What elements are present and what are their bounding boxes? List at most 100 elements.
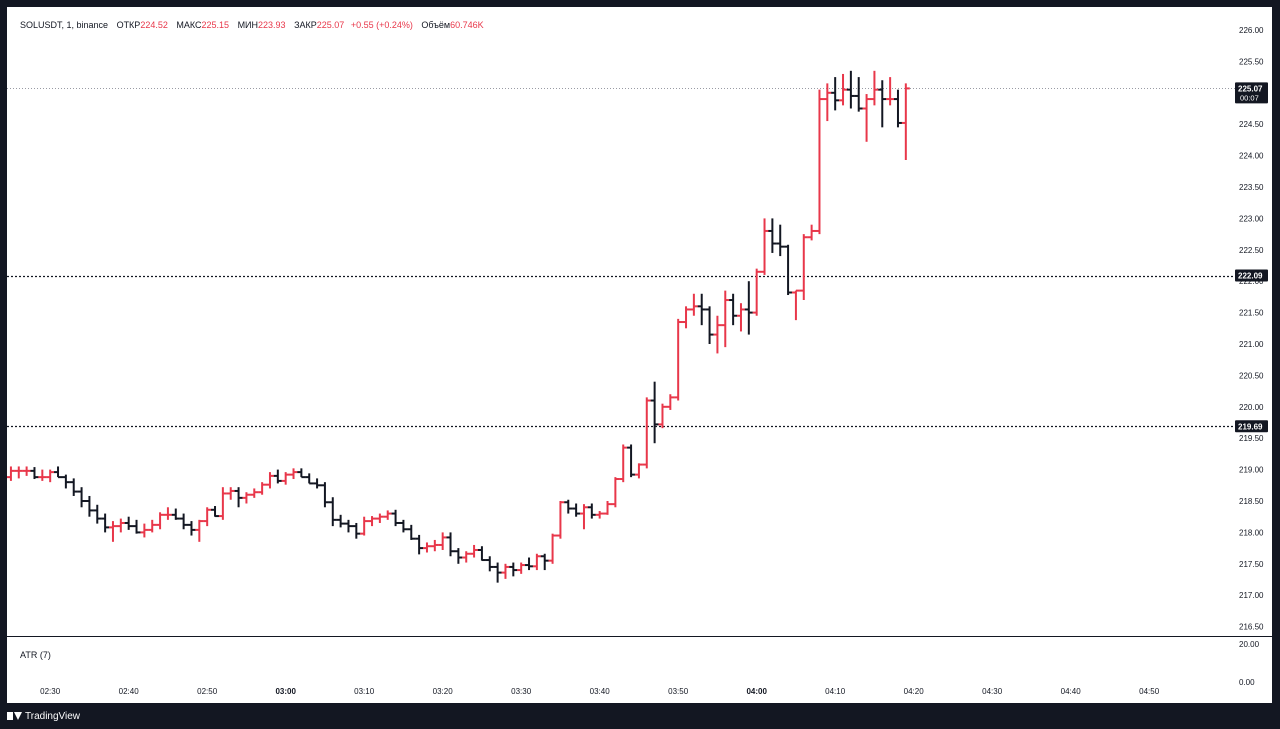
ohlc-bar <box>211 506 220 518</box>
ohlc-bar <box>470 544 479 558</box>
ohlc-bar <box>61 474 70 489</box>
ohlc-bar <box>101 513 110 533</box>
high-label: МАКС <box>176 20 202 30</box>
time-tick-label: 03:10 <box>354 687 375 696</box>
price-marker-label: 222.09 <box>1238 272 1263 281</box>
symbol-label[interactable]: SOLUSDT, 1, binance <box>20 20 109 30</box>
ohlc-bar <box>650 381 659 444</box>
price-marker-label: 219.69 <box>1238 422 1263 431</box>
ohlc-bar <box>634 463 643 479</box>
price-marker[interactable]: 219.69 <box>1235 420 1268 433</box>
ohlc-bar <box>69 478 78 496</box>
time-tick-label: 04:00 <box>746 687 767 696</box>
chart-frame[interactable]: 226.00225.50225.00224.50224.00223.50223.… <box>7 7 1272 703</box>
tradingview-logo-icon[interactable] <box>7 712 22 720</box>
ohlc-bar <box>446 532 455 557</box>
price-tick-label: 219.50 <box>1239 434 1264 443</box>
ohlc-bar <box>195 519 204 542</box>
ohlc-bar <box>901 83 910 160</box>
ohlc-bar <box>430 539 439 552</box>
ohlc-bar <box>658 403 667 429</box>
ohlc-bar <box>328 497 337 527</box>
ohlc-bar <box>642 397 651 469</box>
ohlc-bar <box>791 289 800 321</box>
open-value: 224.52 <box>140 20 168 30</box>
ohlc-bar <box>124 516 133 530</box>
ohlc-bar <box>93 504 102 524</box>
time-tick-label: 04:20 <box>904 687 925 696</box>
tradingview-brand[interactable]: TradingView <box>25 710 81 722</box>
ohlc-bar <box>485 556 494 572</box>
price-tick-label: 217.00 <box>1239 591 1264 600</box>
price-chart[interactable]: 226.00225.50225.00224.50224.00223.50223.… <box>7 7 1272 703</box>
ohlc-bar <box>595 511 604 519</box>
ohlc-bar <box>501 563 510 579</box>
ohlc-bar <box>273 469 282 484</box>
price-marker-label: 225.07 <box>1238 84 1263 93</box>
price-tick-label: 224.50 <box>1239 120 1264 129</box>
atr-indicator-label[interactable]: ATR (7) <box>20 650 51 660</box>
time-tick-label: 04:30 <box>982 687 1003 696</box>
price-tick-label: 218.50 <box>1239 497 1264 506</box>
ohlc-bar <box>674 318 683 401</box>
ohlc-bar <box>38 469 47 481</box>
price-tick-label: 222.00 <box>1239 277 1264 286</box>
ohlc-bar <box>422 542 431 553</box>
ohlc-bar <box>768 218 777 253</box>
ohlc-bar <box>305 473 314 485</box>
ohlc-bar <box>313 478 322 489</box>
ohlc-bar <box>846 70 855 109</box>
time-tick-label: 04:50 <box>1139 687 1160 696</box>
ohlc-bar <box>108 521 117 542</box>
time-tick-label: 03:40 <box>590 687 611 696</box>
price-tick-label: 217.50 <box>1239 560 1264 569</box>
ohlc-bar <box>85 495 94 517</box>
time-tick-label: 02:50 <box>197 687 218 696</box>
ohlc-bar <box>383 510 392 520</box>
low-value: 223.93 <box>258 20 286 30</box>
ohlc-bar <box>540 553 549 571</box>
price-tick-label: 221.00 <box>1239 340 1264 349</box>
ohlc-bar <box>799 234 808 301</box>
ohlc-bar <box>548 533 557 564</box>
ohlc-bar <box>823 83 832 122</box>
ohlc-bar <box>784 244 793 296</box>
close-label: ЗАКР <box>294 20 317 30</box>
ohlc-bar <box>729 293 738 326</box>
time-tick-label: 04:10 <box>825 687 846 696</box>
price-tick-label: 219.00 <box>1239 466 1264 475</box>
ohlc-bar <box>344 519 353 533</box>
ohlc-bar <box>878 80 887 128</box>
low-label: МИН <box>237 20 259 30</box>
ohlc-bar <box>140 523 149 538</box>
ohlc-bar <box>297 468 306 479</box>
ohlc-bar <box>721 290 730 348</box>
ohlc-bar <box>854 77 863 112</box>
ohlc-bar <box>619 444 628 483</box>
ohlc-bar <box>682 306 691 329</box>
ohlc-bar <box>454 548 463 564</box>
ohlc-bar <box>627 444 636 478</box>
ohlc-bar <box>30 467 39 480</box>
ohlc-bar <box>22 466 31 476</box>
atr-tick-label: 0.00 <box>1239 678 1255 687</box>
price-marker[interactable]: 222.09 <box>1235 269 1268 282</box>
price-tick-label: 222.50 <box>1239 246 1264 255</box>
ohlc-bar <box>839 73 848 106</box>
ohlc-bar <box>587 503 596 519</box>
ohlc-bar <box>242 492 251 504</box>
price-marker-box <box>1235 82 1268 104</box>
ohlc-bar <box>525 557 534 571</box>
ohlc-bar <box>289 468 298 480</box>
ohlc-bar <box>352 522 361 539</box>
ohlc-bar <box>116 518 125 533</box>
ohlc-bar <box>556 501 565 539</box>
ohlc-bar <box>375 513 384 523</box>
volume-label: Объём <box>421 20 451 30</box>
ohlc-bar <box>517 562 526 574</box>
ohlc-bar <box>281 472 290 485</box>
ohlc-bar <box>611 477 620 508</box>
ohlc-bar <box>258 482 267 495</box>
ohlc-bar <box>870 70 879 106</box>
